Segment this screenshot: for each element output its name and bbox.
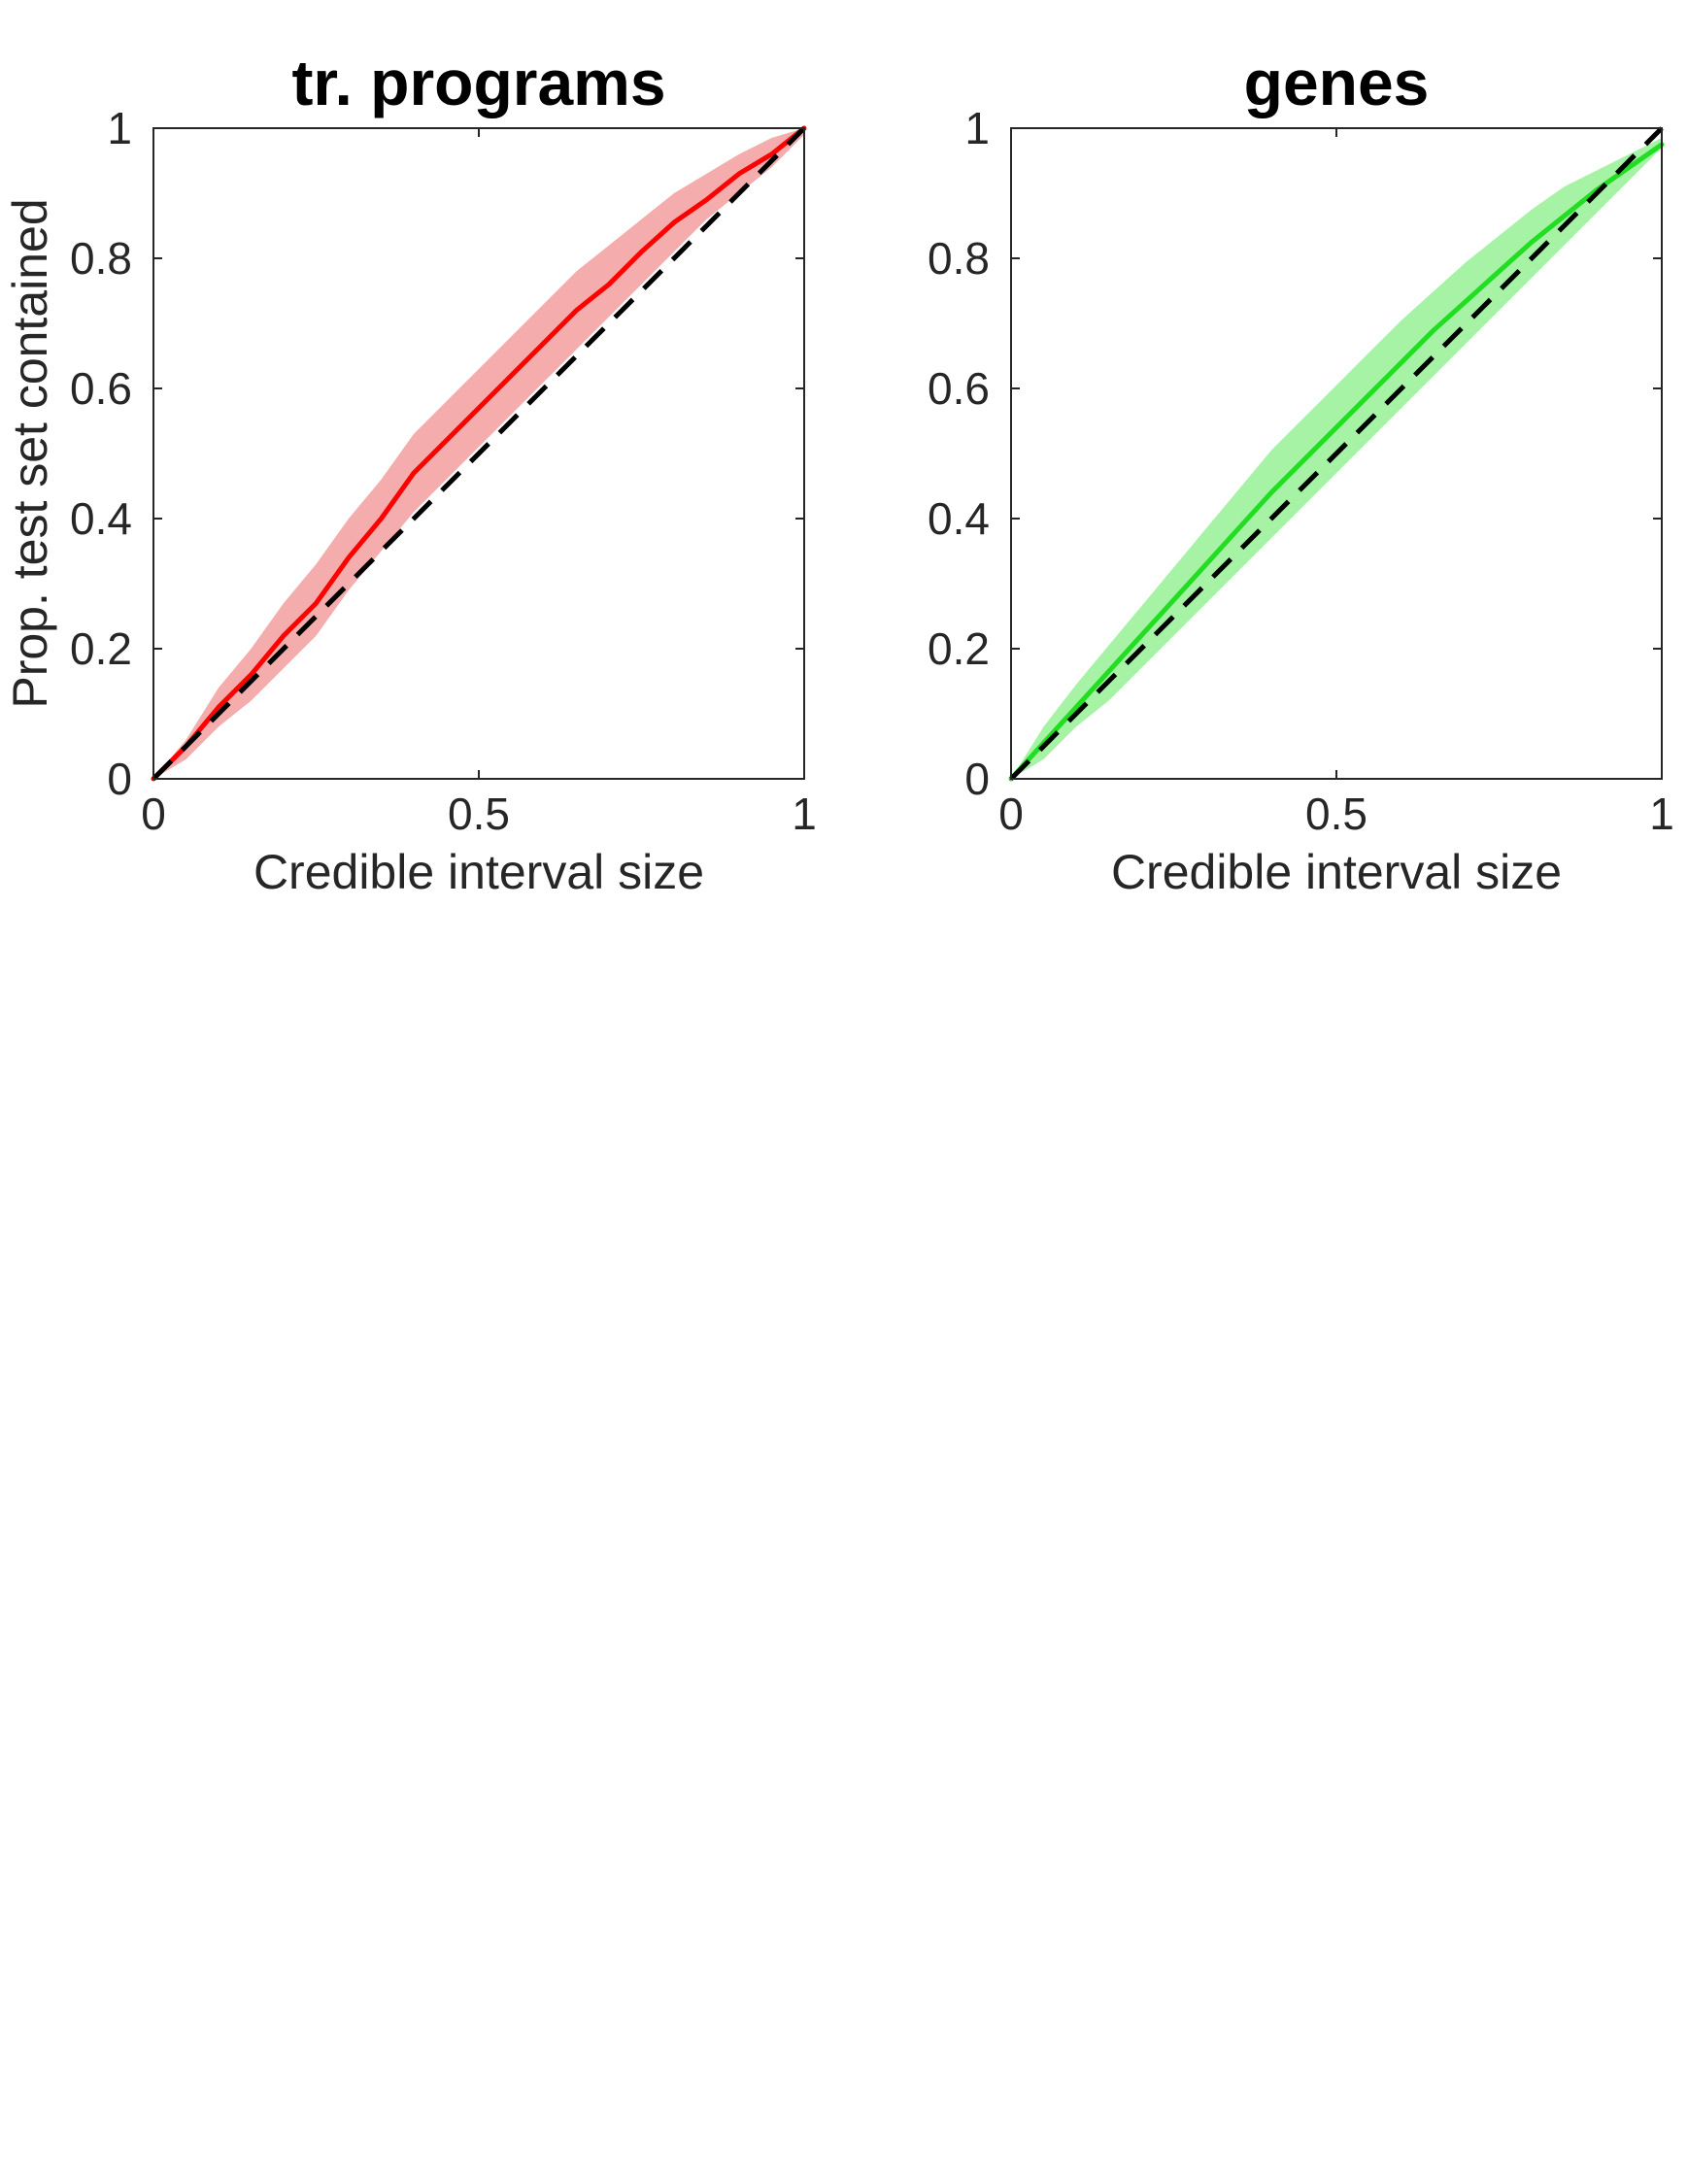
- x-tick-label: 0.5: [1305, 789, 1367, 839]
- y-axis-label: Prop. test set contained: [3, 198, 57, 708]
- chart-title: tr. programs: [291, 47, 665, 118]
- y-tick-label: 0.8: [70, 233, 132, 284]
- reference-diagonal-line: [152, 126, 806, 781]
- x-axis-label: Credible interval size: [253, 845, 704, 899]
- tick-labels: 0 0.5 1 0 0.2 0.4 0.6 0.8 1: [928, 103, 1674, 839]
- chart-panel-genes: genes 0 0.5 1 0 0.2 0.4 0.6 0.8 1 Credible inter…: [928, 47, 1674, 899]
- x-axis-label: Credible interval size: [1111, 845, 1562, 899]
- reference-diagonal-line: [1009, 126, 1664, 781]
- series-line: [151, 125, 807, 782]
- plot-area: [1008, 126, 1665, 782]
- series-line: [1008, 142, 1665, 782]
- y-tick-label: 0.6: [928, 363, 990, 414]
- x-tick-label: 0: [998, 789, 1024, 839]
- y-tick-label: 0.2: [70, 623, 132, 674]
- y-tick-label: 1: [107, 103, 132, 153]
- x-tick-label: 1: [1649, 789, 1674, 839]
- y-tick-label: 0: [964, 754, 990, 804]
- plot-area: [151, 125, 807, 782]
- y-tick-label: 0.4: [928, 493, 990, 544]
- y-tick-label: 0.4: [70, 493, 132, 544]
- y-tick-label: 0.2: [928, 623, 990, 674]
- y-tick-label: 1: [964, 103, 990, 153]
- x-tick-label: 1: [792, 789, 817, 839]
- tick-labels: 0 0.5 1 0 0.2 0.4 0.6 0.8 1: [70, 103, 817, 839]
- confidence-band: [153, 128, 804, 779]
- y-tick-label: 0.8: [928, 233, 990, 284]
- x-tick-label: 0.5: [448, 789, 510, 839]
- chart-panel-tr-programs: tr. programs 0 0.5 1 0 0.2 0.4 0.6 0.8 1 Credibl…: [3, 47, 817, 899]
- y-tick-label: 0: [107, 754, 132, 804]
- chart-title: genes: [1244, 47, 1430, 118]
- y-tick-label: 0.6: [70, 363, 132, 414]
- x-tick-label: 0: [141, 789, 166, 839]
